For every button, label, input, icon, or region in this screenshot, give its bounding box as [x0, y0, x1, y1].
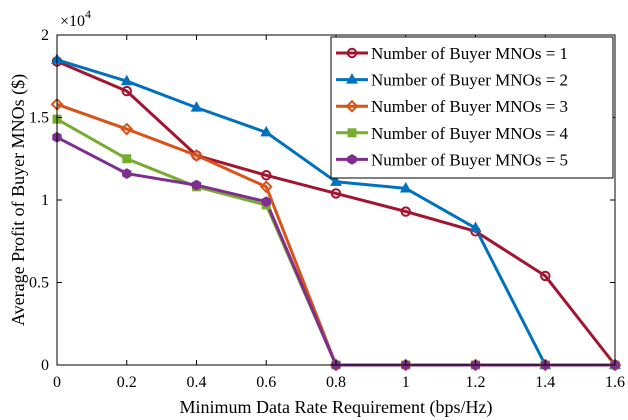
- legend-marker-5: [347, 154, 357, 165]
- legend-label-1: Number of Buyer MNOs = 1: [371, 44, 568, 63]
- y-tick-label: 0.5: [29, 275, 49, 292]
- data-point-s5-3: [191, 179, 202, 191]
- legend-marker-3: [345, 99, 359, 113]
- legend-label-5: Number of Buyer MNOs = 5: [371, 150, 568, 169]
- y-tick-label: 1: [41, 192, 49, 209]
- data-point-s2-2: [120, 74, 133, 86]
- data-point-s5-2: [122, 168, 132, 179]
- x-tick-label: 1: [402, 374, 410, 391]
- data-point-s5-4: [261, 196, 271, 208]
- y-exponent-power: 4: [85, 7, 91, 21]
- data-point-s1-6: [400, 206, 411, 217]
- x-tick-label: 0.4: [187, 374, 207, 391]
- data-point-s4-2: [122, 154, 132, 164]
- data-point-s3-3: [190, 149, 203, 162]
- x-tick-label: 1.4: [535, 374, 555, 391]
- y-axis-exponent: ×104: [60, 7, 91, 30]
- legend: Number of Buyer MNOs = 1 Number of Buyer …: [330, 36, 614, 179]
- x-tick-label: 0.2: [117, 374, 137, 391]
- data-point-s1-5: [330, 188, 342, 199]
- legend-marker-4: [347, 128, 357, 138]
- data-point-s2-5: [330, 175, 342, 186]
- x-tick-label: 0.8: [326, 374, 346, 391]
- legend-marker-2: [346, 73, 358, 84]
- data-point-s2-3: [190, 101, 203, 112]
- x-axis-label: Minimum Data Rate Requirement (bps/Hz): [180, 397, 493, 418]
- data-point-s2-6: [399, 181, 412, 193]
- x-tick-label: 0.6: [256, 374, 276, 391]
- x-tick-label: 0: [53, 374, 61, 391]
- y-axis-label: Average Profit of Buyer MNOs ($): [8, 74, 29, 326]
- axes: 0 0.2 0.4 0.6 0.8 1 1.2 1.4 1.6 0 0.5 1 1.5 2 ×104 Mini…: [8, 7, 625, 418]
- legend-label-3: Number of Buyer MNOs = 3: [371, 97, 568, 116]
- legend-marker-1: [346, 47, 358, 59]
- data-point-s1-8: [540, 270, 551, 282]
- series-line-1: [56, 60, 617, 366]
- legend-box: [330, 36, 614, 179]
- data-point-s1-2: [121, 85, 132, 97]
- data-point-s2-4: [260, 125, 273, 137]
- y-tick-label: 1.5: [29, 110, 49, 127]
- x-tick-label: 1.2: [466, 374, 486, 391]
- data-point-s3-2: [120, 122, 134, 136]
- data-point-s3-4: [259, 180, 273, 194]
- x-tick-label: 1.6: [605, 374, 625, 391]
- y-tick-label: 0: [41, 357, 49, 374]
- legend-label-4: Number of Buyer MNOs = 4: [371, 124, 569, 143]
- data-point-s2-7: [469, 221, 482, 233]
- data-point-s1-4: [261, 170, 272, 181]
- y-exponent-base: ×10: [60, 13, 85, 30]
- y-tick-label: 2: [41, 27, 49, 44]
- legend-label-2: Number of Buyer MNOs = 2: [371, 71, 568, 90]
